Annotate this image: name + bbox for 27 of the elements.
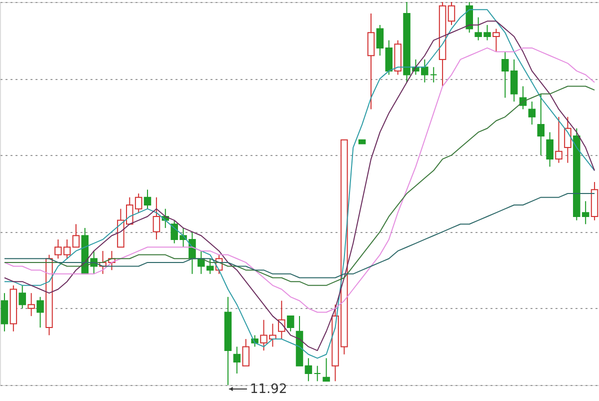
candlestick [492, 28, 500, 52]
candlestick [286, 316, 294, 332]
candlestick [555, 116, 562, 164]
candlestick [314, 365, 322, 382]
annotation: 11.92 [250, 382, 288, 397]
candlestick [36, 296, 44, 328]
candlestick [233, 346, 241, 374]
candlestick [18, 284, 26, 309]
candlestick [28, 292, 35, 317]
candlestick [72, 224, 80, 248]
candlestick [546, 132, 554, 168]
candlestick [242, 338, 250, 366]
candlestick [430, 66, 438, 83]
candlestick [152, 196, 160, 240]
candlestick [63, 238, 71, 260]
candlestick [322, 358, 330, 382]
candlestick [564, 116, 572, 164]
candlestick [537, 93, 545, 156]
candlestick [367, 12, 375, 110]
candlestick [54, 238, 62, 260]
candlestick [385, 40, 393, 76]
candlestick [466, 2, 473, 34]
candlestick [304, 358, 312, 382]
candlestick [528, 101, 536, 126]
candlestick [376, 24, 384, 56]
candlestick [144, 189, 152, 210]
candlestick [0, 292, 8, 332]
